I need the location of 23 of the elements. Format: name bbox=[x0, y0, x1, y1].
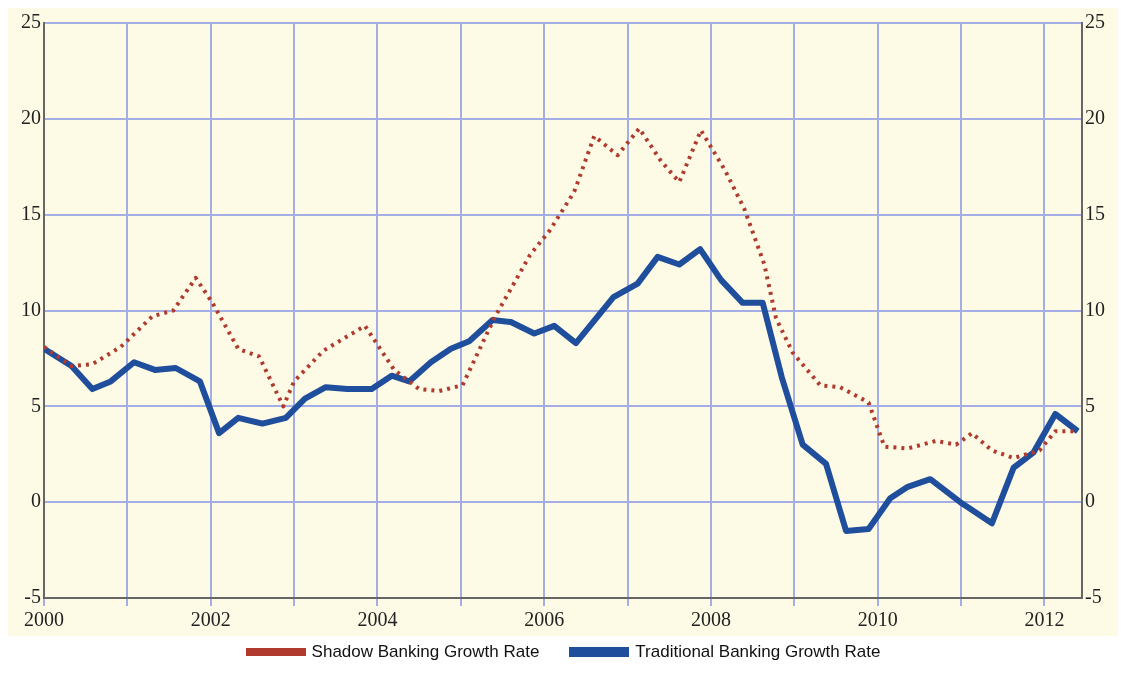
x-tick-label: 2010 bbox=[857, 608, 898, 631]
x-tick-label: 2002 bbox=[190, 608, 231, 631]
legend-label: Shadow Banking Growth Rate bbox=[311, 642, 540, 662]
y2-tick-label: 5 bbox=[1085, 393, 1095, 416]
y2-tick-label: 10 bbox=[1085, 297, 1105, 320]
y-tick-label: 25 bbox=[21, 10, 41, 33]
legend-label: Traditional Banking Growth Rate bbox=[635, 642, 881, 662]
x-tick-label: 2004 bbox=[357, 608, 398, 631]
y-tick-label: 15 bbox=[21, 201, 41, 224]
x-tick-label: 2006 bbox=[524, 608, 565, 631]
y-tick-label: 10 bbox=[21, 297, 41, 320]
y2-tick-label: -5 bbox=[1085, 585, 1102, 608]
y-tick-label: -5 bbox=[24, 585, 41, 608]
y2-tick-label: 0 bbox=[1085, 489, 1095, 512]
y-tick-label: 5 bbox=[31, 393, 41, 416]
x-tick-label: 2000 bbox=[24, 608, 64, 631]
y-tick-label: 0 bbox=[31, 489, 41, 512]
x-tick-label: 2012 bbox=[1024, 608, 1065, 631]
x-tick-label: 2008 bbox=[690, 608, 731, 631]
y2-tick-label: 15 bbox=[1085, 201, 1105, 224]
y2-tick-label: 20 bbox=[1085, 106, 1105, 129]
y-tick-label: 20 bbox=[21, 106, 41, 129]
y2-tick-label: 25 bbox=[1085, 10, 1105, 33]
